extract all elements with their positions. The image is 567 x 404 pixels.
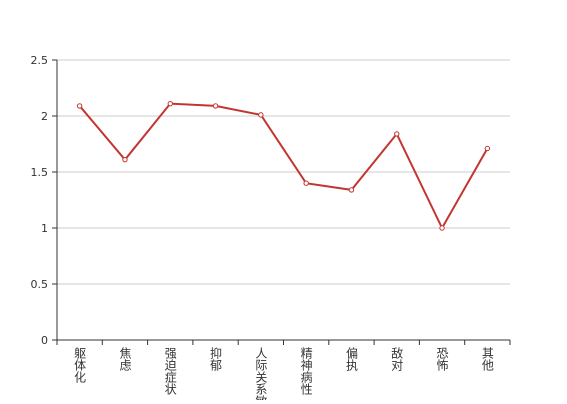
- point: [348, 187, 355, 193]
- point: [258, 112, 264, 118]
- line: [78, 102, 489, 231]
- point: [122, 156, 128, 163]
- point: [439, 225, 445, 231]
- y-tick-label: 2: [41, 110, 48, 123]
- x-tick-label: 人际关系敏感: [254, 347, 268, 400]
- point: [76, 103, 83, 109]
- y-tick-label: 0: [41, 334, 48, 347]
- x-tick-label: 躯体化: [73, 346, 87, 384]
- point: [303, 180, 309, 186]
- point: [212, 103, 219, 109]
- x-tick-label: 焦虑: [118, 347, 132, 371]
- x-tick-label: 其他: [480, 347, 494, 371]
- y-tick-label: 1: [41, 222, 48, 235]
- x-tick-label: 精神病性: [299, 347, 313, 396]
- point: [167, 100, 173, 107]
- x-tick-label: 恐怖: [435, 347, 449, 371]
- x-tick-label: 敌对: [390, 346, 404, 371]
- y-tick-label: 2.5: [31, 54, 49, 67]
- x-tick-label: 强迫症状: [163, 347, 177, 395]
- point: [394, 131, 400, 137]
- x-tick-label: 抑郁: [209, 346, 223, 372]
- x-tick-label: 偏执: [344, 346, 358, 372]
- point: [484, 145, 491, 152]
- y-tick-label: 0.5: [31, 278, 49, 291]
- y-tick-label: 1.5: [31, 166, 49, 179]
